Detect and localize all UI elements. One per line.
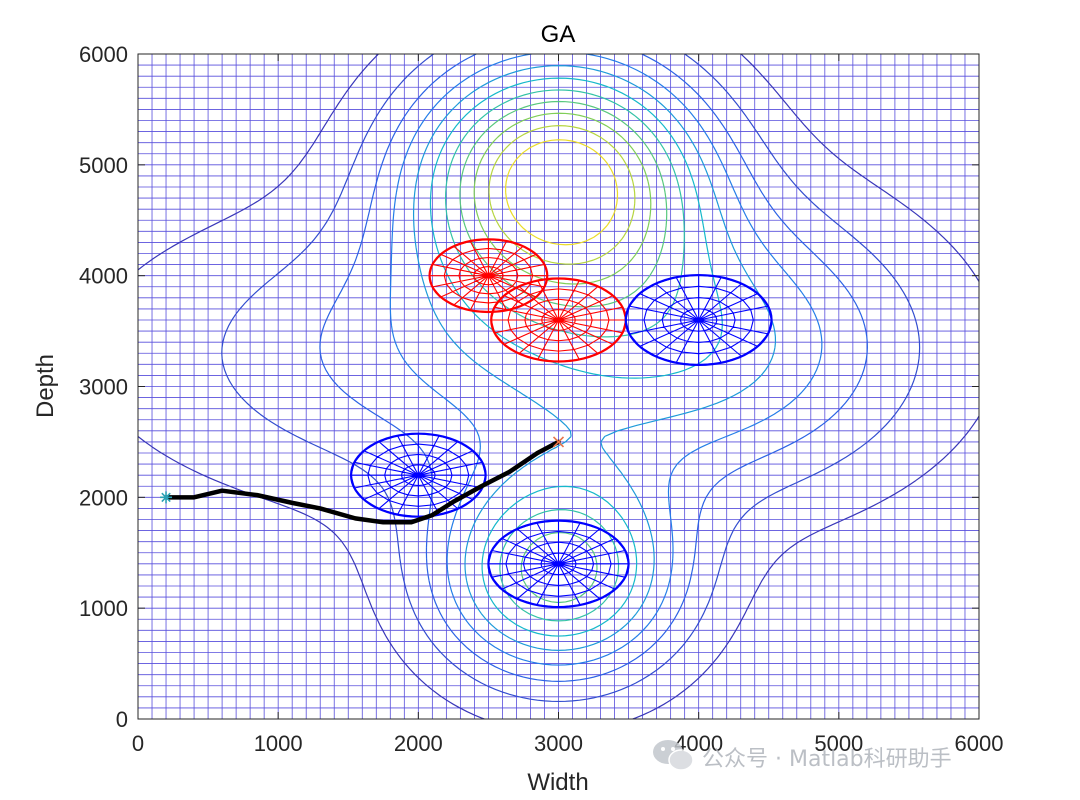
grid-lines [138,54,979,719]
x-tick-label: 6000 [955,731,1004,756]
threat-zone-outline [428,238,549,314]
y-tick-label: 4000 [79,264,128,289]
threat-zone-mesh [625,274,773,366]
y-axis-label: Depth [32,354,59,418]
endpoint-markers [160,436,565,504]
contour-level-8 [473,112,652,285]
threat-zone-outline [349,432,487,518]
threat-zone-mesh [350,433,487,518]
path-line [163,439,561,525]
contour-level-5 [429,77,723,637]
threat-zone [487,519,630,609]
threat-zone-mesh [428,238,548,313]
goal-marker [552,436,565,448]
y-tick-label: 5000 [79,153,128,178]
watermark: 公众号 · Matlab科研助手 [653,740,952,772]
threat-zone-mesh [490,277,627,363]
x-tick-label: 3000 [534,731,583,756]
threat-zone [349,432,487,518]
wechat-icon [653,740,694,771]
terrain-contours [138,54,979,719]
mesh-grid [138,54,979,719]
y-tick-label: 6000 [79,42,128,67]
contour-level-3 [389,54,823,666]
threat-zone [428,238,549,314]
threat-zone [490,277,627,363]
x-tick-label: 2000 [394,731,443,756]
x-tick-label: 0 [132,731,144,756]
x-axis-label: Width [527,769,588,796]
y-tick-label: 3000 [79,375,128,400]
axes: 0 1000 2000 3000 4000 5000 6000010002000300040… [79,42,1003,756]
x-tick-label: 5000 [814,731,863,756]
contour-level-4 [412,65,777,651]
start-marker [160,491,173,504]
contour-level-2 [319,54,868,682]
y-tick-label: 0 [116,707,128,732]
watermark-text: 公众号 · Matlab科研助手 [702,747,952,772]
x-tick-label: 1000 [254,731,303,756]
threat-zone-outline [624,273,773,367]
y-tick-label: 1000 [79,596,128,621]
threat-zone [624,273,773,367]
threat-zones [349,238,773,609]
planned-path [163,439,561,525]
contour-level-10 [505,139,619,246]
threat-zone-outline [487,519,630,609]
y-tick-label: 2000 [79,485,128,510]
threat-zone-mesh [487,520,630,608]
chart-title: GA [541,21,576,48]
